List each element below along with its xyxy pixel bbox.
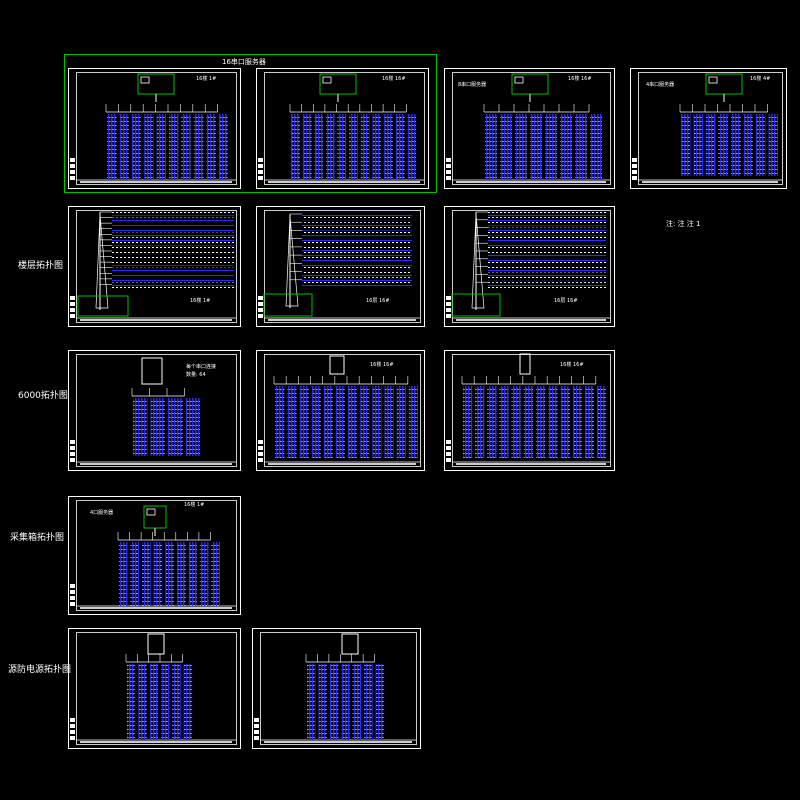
- group-box-16port: [64, 54, 437, 193]
- legend-note: 注: 注 注 1: [666, 219, 701, 228]
- sheet-label: 8串口服务器: [458, 81, 486, 88]
- sheet-1: 16楼 1#: [68, 68, 241, 189]
- sheet-13: [252, 628, 421, 749]
- sheet-label: 16楼 16#: [560, 361, 584, 368]
- sheet-10: 16楼 16#: [444, 350, 615, 471]
- sheet-label: 16层 16#: [366, 298, 390, 304]
- group-title-16port: 16串口服务器: [222, 57, 266, 66]
- section-label-6000: 6000拓扑图: [18, 389, 68, 401]
- sheet-4: 16楼 4# 4串口服务器: [630, 68, 787, 189]
- sheet-12: [68, 628, 241, 749]
- sheet-label: 16楼 4#: [750, 75, 770, 82]
- sheet-label: 4口服务器: [90, 509, 113, 516]
- sheet-2: 16楼 16#: [256, 68, 429, 189]
- sheet-label: 16楼 16#: [382, 75, 406, 82]
- sheet-7: 16层 16#: [444, 206, 615, 327]
- sheet-label: 数量: 64: [186, 371, 206, 378]
- section-label-collect: 采集箱拓扑图: [10, 531, 64, 543]
- sheet-label: 每个串口连接: [186, 363, 216, 370]
- sheet-label: 16楼 1#: [184, 501, 204, 508]
- sheet-9: 16楼 16#: [256, 350, 425, 471]
- sheet-6: 16层 16#: [256, 206, 425, 327]
- sheet-label: 16楼 16#: [370, 361, 394, 368]
- section-label-floor: 楼层拓扑图: [18, 259, 63, 271]
- sheet-label: 4串口服务器: [646, 81, 674, 88]
- section-label-lightning: 源防电源拓扑图: [8, 663, 71, 675]
- sheet-label: 16楼 16#: [568, 75, 592, 82]
- sheet-label: 16层 16#: [554, 298, 578, 304]
- sheet-5: 16楼 1#: [68, 206, 241, 327]
- sheet-label: 16楼 1#: [196, 75, 216, 82]
- sheet-3: 16楼 16# 8串口服务器: [444, 68, 615, 189]
- sheet-11: 16楼 1# 4口服务器: [68, 496, 241, 615]
- sheet-label: 16楼 1#: [190, 297, 210, 304]
